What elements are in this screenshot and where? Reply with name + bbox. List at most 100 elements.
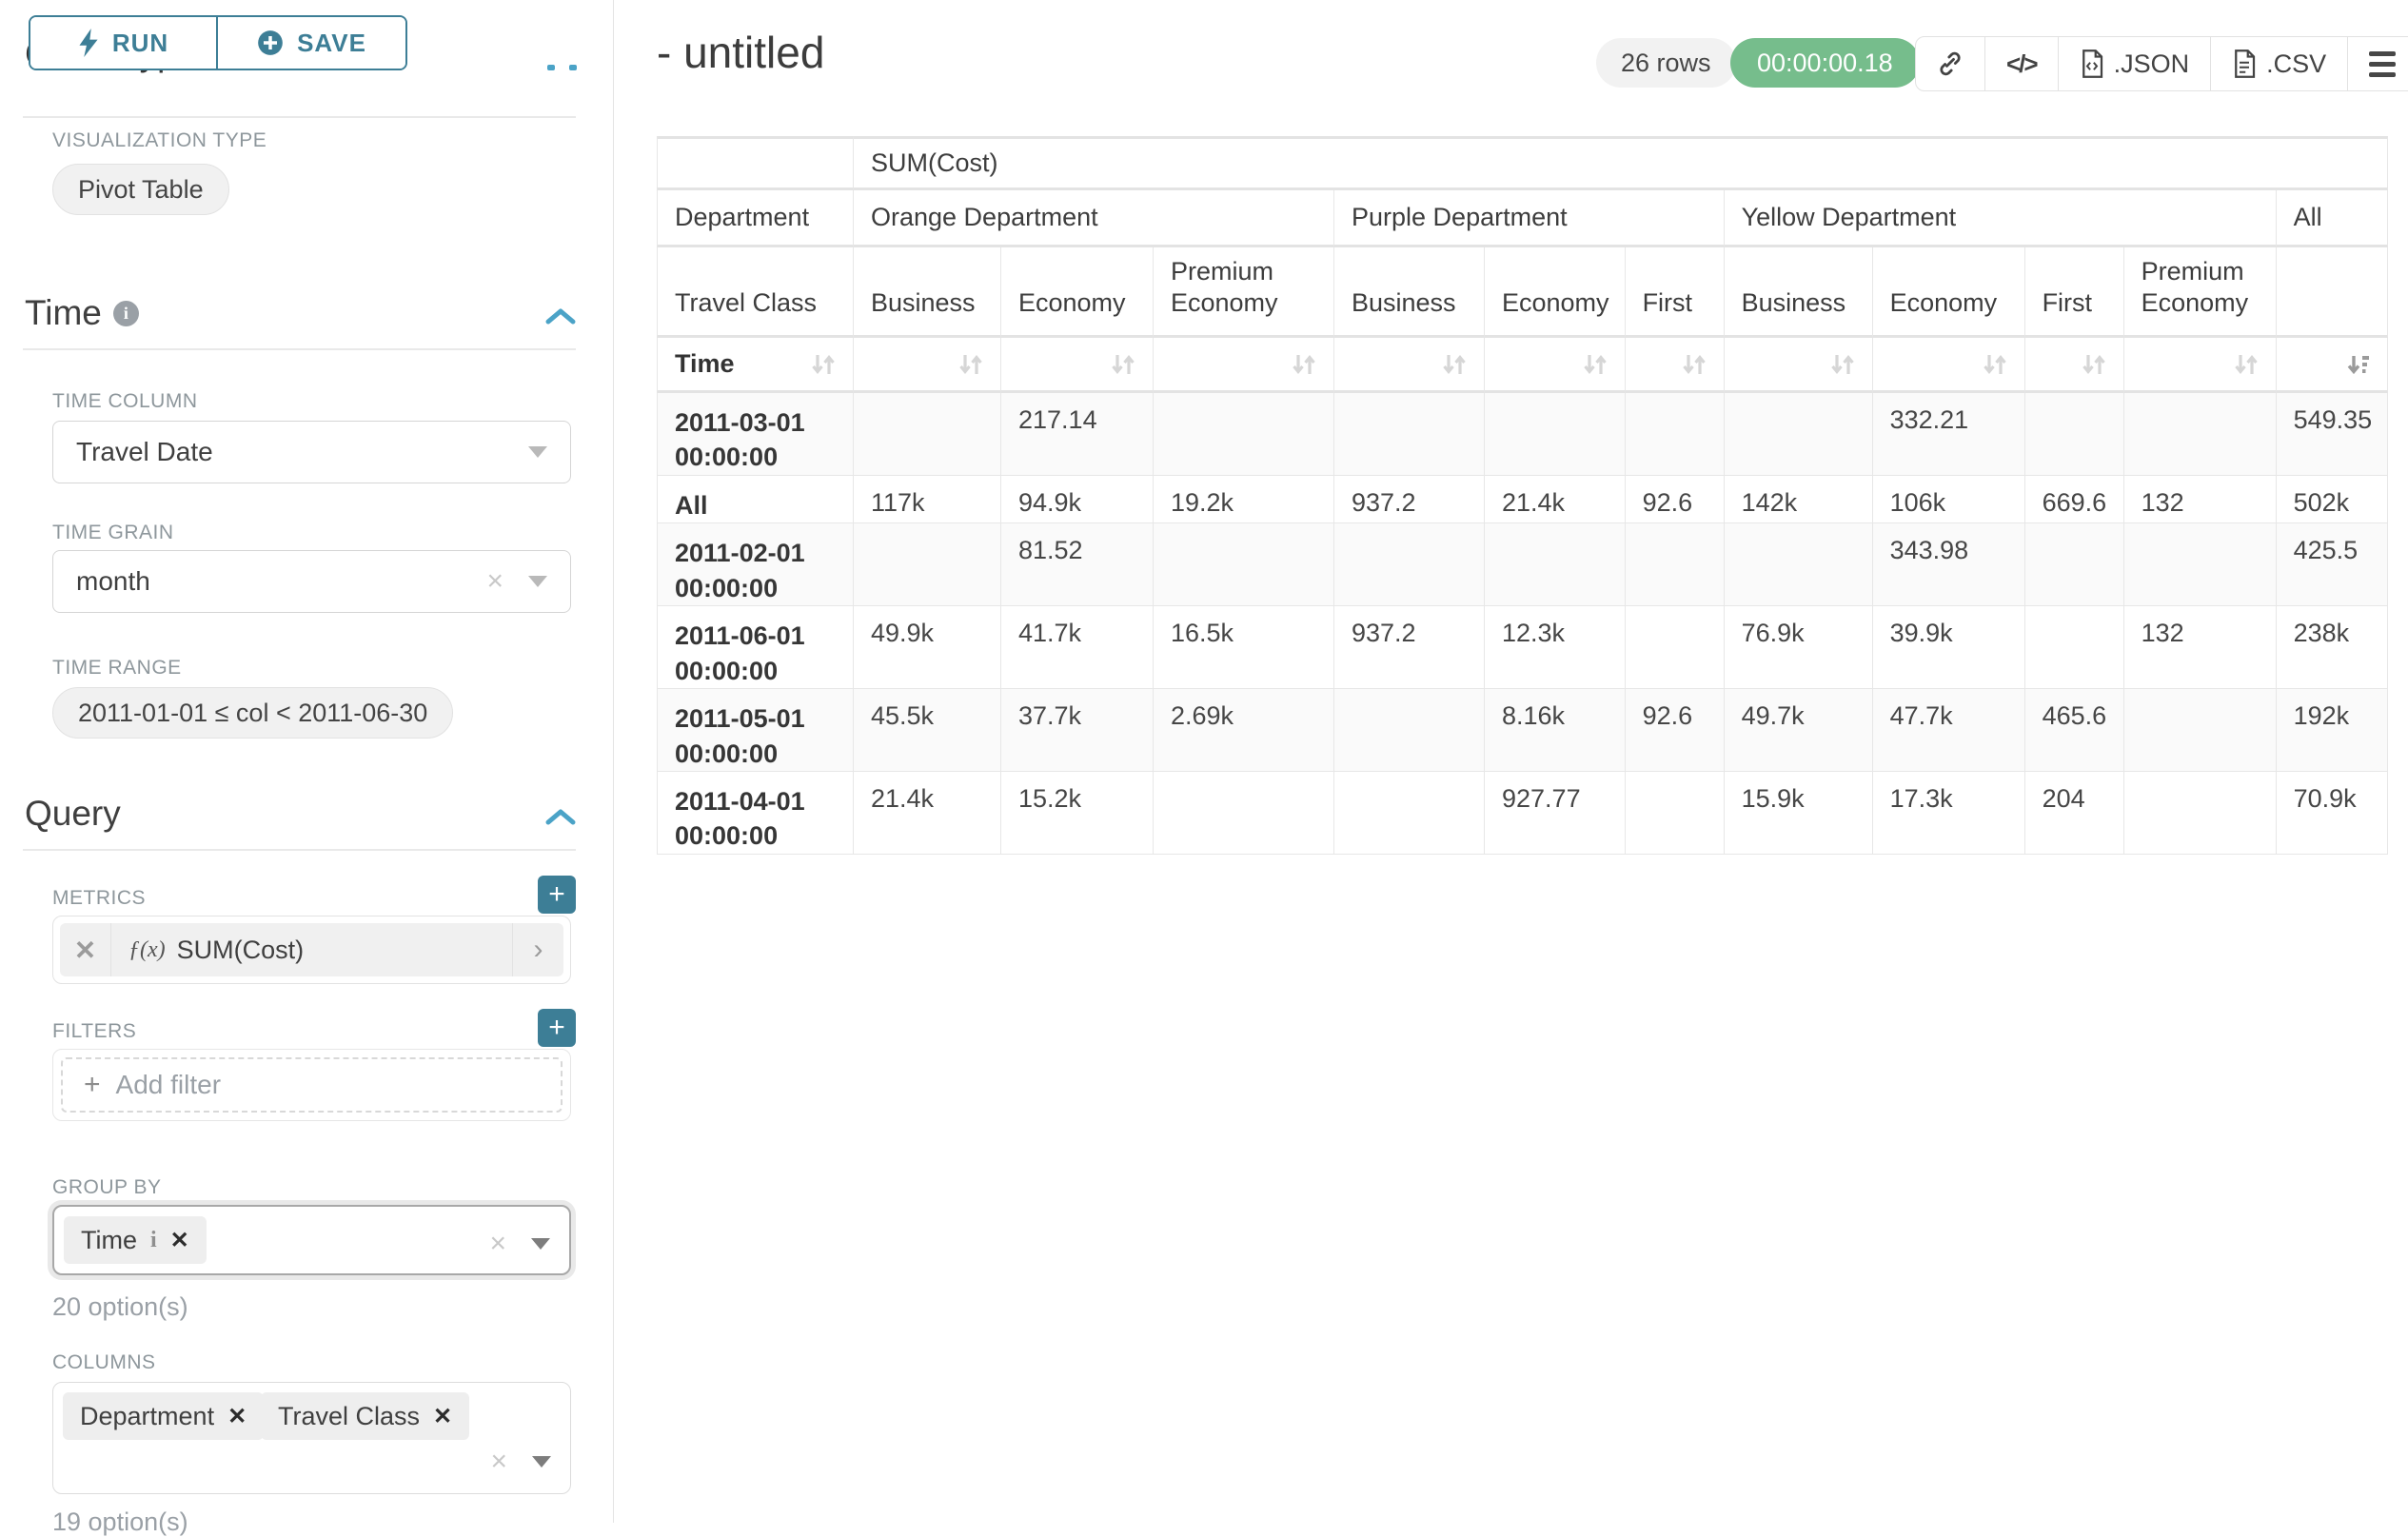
- column-sort-cell[interactable]: [1001, 338, 1154, 393]
- add-filter-button[interactable]: +: [538, 1009, 576, 1047]
- pivot-value-cell: 937.2: [1334, 606, 1485, 689]
- pivot-value-cell: [854, 393, 1001, 476]
- column-sort-cell[interactable]: [2277, 338, 2389, 393]
- column-sort-cell[interactable]: [1873, 338, 2025, 393]
- sort-icon[interactable]: [809, 350, 838, 379]
- pivot-value-cell: 8.16k: [1485, 689, 1626, 772]
- add-metric-button[interactable]: +: [538, 876, 576, 914]
- pivot-row: 2011-03-01 00:00:00217.14332.21549.35: [657, 393, 2388, 476]
- viz-type-label: VISUALIZATION TYPE: [52, 129, 266, 152]
- pivot-value-cell: 39.9k: [1873, 606, 2025, 689]
- sort-icon[interactable]: [1981, 350, 2009, 379]
- group-by-select[interactable]: Time i ✕ ×: [52, 1205, 571, 1275]
- metric-header-cell: SUM(Cost): [854, 136, 2388, 190]
- travel-class-header: First: [2025, 247, 2124, 338]
- time-range-pill[interactable]: 2011-01-01 ≤ col < 2011-06-30: [52, 687, 453, 739]
- pivot-value-cell: [2025, 393, 2124, 476]
- time-section-header[interactable]: Time i: [25, 293, 139, 333]
- travel-class-header: [2277, 247, 2389, 338]
- pivot-value-cell: 927.77: [1485, 772, 1626, 855]
- pivot-value-cell: 132: [2124, 606, 2277, 689]
- viz-type-pill[interactable]: Pivot Table: [52, 164, 229, 215]
- metrics-label: METRICS: [52, 887, 146, 910]
- department-group-header: Yellow Department: [1725, 190, 2277, 247]
- run-button[interactable]: RUN: [30, 17, 218, 69]
- remove-chip-icon[interactable]: ✕: [170, 1227, 189, 1254]
- collapse-chevron-icon[interactable]: [544, 306, 577, 325]
- column-sort-cell[interactable]: [1725, 338, 1873, 393]
- remove-chip-icon[interactable]: ✕: [227, 1403, 247, 1430]
- pivot-value-cell: 937.2: [1334, 476, 1485, 523]
- export-csv-button[interactable]: .CSV: [2211, 37, 2348, 90]
- row-dimension-sort-header[interactable]: Time: [657, 338, 854, 393]
- remove-metric-icon[interactable]: ✕: [60, 923, 111, 976]
- info-icon: i: [150, 1228, 157, 1253]
- sort-icon[interactable]: [1828, 350, 1857, 379]
- sort-icon[interactable]: [2232, 350, 2260, 379]
- sort-icon[interactable]: [957, 350, 985, 379]
- sort-icon[interactable]: [1440, 350, 1469, 379]
- query-section-header[interactable]: Query: [25, 794, 121, 834]
- hamburger-icon: [2369, 51, 2396, 77]
- pivot-value-cell: [1626, 523, 1725, 606]
- pivot-value-cell: [1485, 393, 1626, 476]
- view-query-button[interactable]: </>: [1985, 37, 2059, 90]
- chevron-down-icon[interactable]: [531, 1238, 550, 1250]
- column-sort-cell[interactable]: [854, 338, 1001, 393]
- pivot-value-cell: 117k: [854, 476, 1001, 523]
- pivot-value-cell: 49.9k: [854, 606, 1001, 689]
- sort-icon[interactable]: [2080, 350, 2108, 379]
- sort-icon[interactable]: [1680, 350, 1708, 379]
- pivot-value-cell: [1154, 393, 1334, 476]
- row-count-badge: 26 rows: [1596, 38, 1736, 88]
- group-by-chip[interactable]: Time i ✕: [64, 1216, 207, 1264]
- json-file-icon: [2080, 49, 2104, 78]
- metric-chip[interactable]: ✕ ƒ(x) SUM(Cost) ›: [60, 923, 563, 976]
- time-column-select[interactable]: Travel Date: [52, 421, 571, 483]
- clear-icon[interactable]: ×: [486, 565, 503, 598]
- pivot-value-cell: [1334, 523, 1485, 606]
- chevron-right-icon[interactable]: ›: [512, 923, 563, 976]
- remove-chip-icon[interactable]: ✕: [433, 1403, 452, 1430]
- department-group-header: Orange Department: [854, 190, 1334, 247]
- columns-chip[interactable]: Travel Class ✕: [261, 1392, 469, 1440]
- sort-icon[interactable]: [1109, 350, 1137, 379]
- pivot-value-cell: 21.4k: [1485, 476, 1626, 523]
- copy-link-button[interactable]: [1916, 37, 1985, 90]
- columns-chip[interactable]: Department ✕: [63, 1392, 264, 1440]
- pivot-value-cell: 12.3k: [1485, 606, 1626, 689]
- menu-button[interactable]: [2348, 37, 2408, 90]
- export-button-group: </> .JSON .CSV: [1915, 36, 2408, 91]
- sort-icon[interactable]: [1581, 350, 1609, 379]
- column-sort-cell[interactable]: [1334, 338, 1485, 393]
- pivot-value-cell: 204: [2025, 772, 2124, 855]
- metric-chip-label: SUM(Cost): [177, 936, 305, 965]
- clear-icon[interactable]: ×: [490, 1446, 507, 1478]
- pivot-value-cell: [2124, 772, 2277, 855]
- lightning-bolt-icon: [78, 29, 99, 57]
- export-json-button[interactable]: .JSON: [2059, 37, 2212, 90]
- column-sort-cell[interactable]: [2124, 338, 2277, 393]
- column-sort-cell[interactable]: [1626, 338, 1725, 393]
- add-filter-dropzone[interactable]: + Add filter: [61, 1057, 563, 1113]
- pivot-value-cell: 41.7k: [1001, 606, 1154, 689]
- columns-select[interactable]: Department ✕ Travel Class ✕ ×: [52, 1382, 571, 1494]
- pivot-value-cell: 502k: [2277, 476, 2389, 523]
- row-header-cell: 2011-03-01 00:00:00: [657, 393, 854, 476]
- pivot-row: 2011-04-01 00:00:0021.4k15.2k927.7715.9k…: [657, 772, 2388, 855]
- column-sort-cell[interactable]: [1485, 338, 1626, 393]
- collapse-chevron-icon[interactable]: [544, 807, 577, 826]
- link-icon: [1937, 50, 1964, 77]
- sort-icon[interactable]: [1290, 350, 1318, 379]
- time-grain-select[interactable]: month ×: [52, 550, 571, 613]
- chevron-down-icon[interactable]: [532, 1456, 551, 1468]
- clear-icon[interactable]: ×: [489, 1228, 506, 1260]
- section-divider: [23, 348, 576, 350]
- column-sort-cell[interactable]: [2025, 338, 2124, 393]
- column-sort-cell[interactable]: [1154, 338, 1334, 393]
- function-icon: ƒ(x): [128, 937, 166, 963]
- sort-desc-icon[interactable]: [2343, 350, 2372, 379]
- pivot-row: 2011-02-01 00:00:0081.52343.98425.5: [657, 523, 2388, 606]
- department-group-header: All: [2277, 190, 2389, 247]
- save-button[interactable]: SAVE: [218, 17, 405, 69]
